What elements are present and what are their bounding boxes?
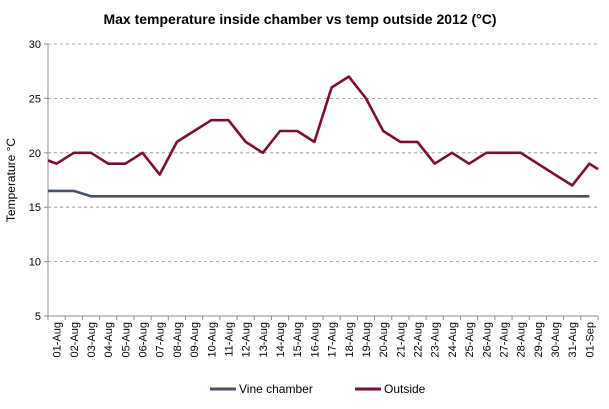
x-tick-label: 31-Aug [567,322,579,357]
axes [47,44,598,317]
x-tick-label: 13-Aug [258,322,270,357]
x-tick-label: 01-Aug [52,322,64,357]
x-tick-label: 15-Aug [292,322,304,357]
x-tick-label: 20-Aug [378,322,390,357]
series-line-outside [47,75,599,187]
y-tick-label: 20 [29,148,41,160]
x-tick-label: 16-Aug [309,322,321,357]
y-tick-label: 25 [29,93,41,105]
x-tick-label: 09-Aug [189,322,201,357]
x-tick-label: 28-Aug [516,322,528,357]
x-tick-label: 29-Aug [533,322,545,357]
legend-entry: Outside [384,382,426,396]
x-tick-label: 11-Aug [223,322,235,357]
x-tick-label: 19-Aug [361,322,373,357]
x-tick-label: 10-Aug [206,322,218,357]
x-tick-label: 05-Aug [120,322,132,357]
x-tick-label: 06-Aug [138,322,150,357]
x-tick-label: 17-Aug [327,322,339,357]
y-axis-ticks: 5 10 15 20 25 30 [29,39,48,323]
x-axis-ticks: 01-Aug 02-Aug 03-Aug 04-Aug 05-Aug 06-Aug 07-A… [47,316,599,357]
x-tick-label: 04-Aug [103,322,115,357]
x-tick-label: 03-Aug [86,322,98,357]
y-tick-label: 10 [29,257,41,269]
y-axis-label: Temperature °C [4,138,18,222]
x-tick-label: 08-Aug [172,322,184,357]
x-tick-label: 12-Aug [241,322,253,357]
legend-entry: Vine chamber [239,382,313,396]
x-tick-label: 02-Aug [69,322,81,357]
y-tick-label: 15 [29,202,41,214]
legend: Vine chamber Outside [210,382,426,396]
x-tick-label: 07-Aug [155,322,167,357]
x-tick-label: 25-Aug [464,322,476,357]
y-tick-label: 30 [29,39,41,51]
series-lines [47,75,599,198]
x-tick-label: 30-Aug [550,322,562,357]
x-tick-label: 21-Aug [395,322,407,357]
x-tick-label: 24-Aug [447,322,459,357]
series-line-vine-chamber [48,189,590,198]
x-tick-label: 14-Aug [275,322,287,357]
x-tick-label: 27-Aug [498,322,510,357]
x-tick-label: 18-Aug [344,322,356,357]
x-tick-label: 22-Aug [413,322,425,357]
x-tick-label: 26-Aug [481,322,493,357]
x-tick-label: 01-Sep [584,322,596,357]
x-tick-label: 23-Aug [430,322,442,357]
chart-title: Max temperature inside chamber vs temp o… [103,11,496,27]
y-tick-label: 5 [35,311,41,323]
